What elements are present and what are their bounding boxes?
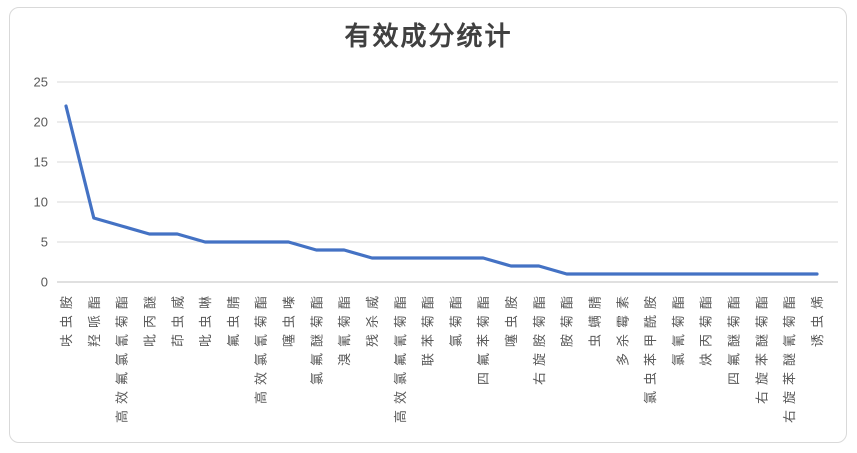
- y-tick-label-5: 5: [41, 235, 48, 250]
- x-category-label-4: 茚虫威: [170, 290, 185, 347]
- y-tick-label-0: 0: [41, 275, 48, 290]
- x-category-label-11: 残杀威: [365, 290, 380, 347]
- x-category-label-0: 呋虫胺: [59, 290, 74, 347]
- x-category-label-22: 氯氰菊酯: [671, 290, 686, 366]
- x-category-label-12: 高效氯氟氰菊酯: [393, 290, 408, 423]
- x-category-label-16: 噻虫胺: [504, 290, 519, 347]
- y-tick-label-10: 10: [34, 195, 48, 210]
- x-category-label-25: 右旋苯醚菊酯: [754, 290, 769, 404]
- x-category-label-1: 羟哌酯: [87, 290, 102, 347]
- y-tick-label-20: 20: [34, 115, 48, 130]
- x-category-label-20: 多杀霉素: [615, 290, 630, 366]
- x-category-label-27: 诱虫烯: [810, 290, 825, 347]
- x-category-label-9: 氯氟醚菊酯: [309, 290, 324, 385]
- x-category-label-19: 虫螨腈: [587, 290, 602, 347]
- x-category-label-5: 吡虫啉: [198, 290, 213, 347]
- x-category-label-14: 氯菊酯: [448, 290, 463, 347]
- x-category-label-13: 联苯菊酯: [421, 290, 436, 366]
- x-category-label-18: 胺菊酯: [560, 290, 575, 347]
- y-tick-label-15: 15: [34, 155, 48, 170]
- data-series-line: [64, 104, 819, 276]
- chart-title: 有效成分统计: [344, 21, 513, 51]
- x-category-label-7: 高效氯氰菊酯: [254, 290, 269, 404]
- x-category-label-8: 噻虫嗪: [282, 290, 297, 347]
- x-category-label-6: 氟虫腈: [226, 290, 241, 347]
- x-category-label-2: 高效氟氯氰菊酯: [115, 290, 130, 423]
- x-category-label-17: 右旋胺菊酯: [532, 290, 547, 385]
- x-category-label-10: 溴氰菊酯: [337, 290, 352, 366]
- x-category-label-15: 四氟苯菊酯: [476, 290, 491, 385]
- x-category-label-3: 吡丙醚: [142, 290, 157, 347]
- x-category-label-23: 炔丙菊酯: [699, 290, 714, 366]
- x-category-label-24: 四氟醚菊酯: [727, 290, 742, 385]
- x-category-label-21: 氯虫苯甲酰胺: [643, 290, 658, 404]
- chart-card: [9, 7, 847, 443]
- y-tick-label-25: 25: [34, 75, 48, 90]
- x-category-label-26: 右旋苯醚氰菊酯: [782, 290, 797, 423]
